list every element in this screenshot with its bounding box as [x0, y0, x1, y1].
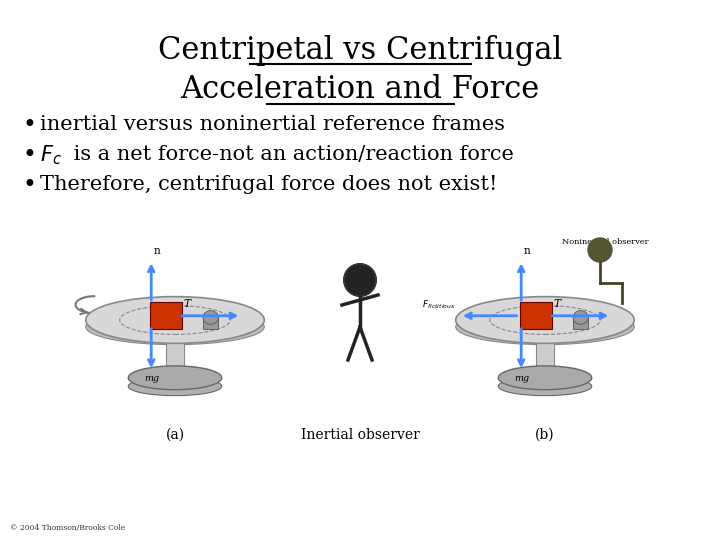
- Text: Therefore, centrifugal force does not exist!: Therefore, centrifugal force does not ex…: [40, 176, 498, 194]
- Ellipse shape: [498, 366, 592, 390]
- Text: is a net force-not an action/reaction force: is a net force-not an action/reaction fo…: [67, 145, 514, 165]
- Ellipse shape: [86, 296, 264, 343]
- Text: mg: mg: [514, 374, 529, 383]
- Ellipse shape: [498, 377, 592, 396]
- Text: inertial versus noninertial reference frames: inertial versus noninertial reference fr…: [40, 116, 505, 134]
- Text: •: •: [22, 173, 36, 197]
- Text: (b): (b): [535, 428, 555, 442]
- FancyBboxPatch shape: [166, 327, 184, 378]
- FancyBboxPatch shape: [520, 302, 552, 329]
- Text: n: n: [154, 246, 161, 256]
- Text: $F_{fictitious}$: $F_{fictitious}$: [422, 298, 455, 310]
- Ellipse shape: [573, 310, 588, 324]
- Text: •: •: [22, 144, 36, 166]
- Ellipse shape: [456, 309, 634, 345]
- Ellipse shape: [456, 296, 634, 343]
- Text: n: n: [523, 246, 531, 256]
- Text: (a): (a): [166, 428, 184, 442]
- FancyBboxPatch shape: [203, 318, 218, 329]
- FancyBboxPatch shape: [573, 318, 588, 329]
- Text: $F_c$: $F_c$: [40, 143, 62, 167]
- Text: © 2004 Thomson/Brooks Cole: © 2004 Thomson/Brooks Cole: [10, 524, 125, 532]
- Circle shape: [588, 238, 612, 262]
- Text: Acceleration and Force: Acceleration and Force: [181, 75, 539, 105]
- Text: T: T: [554, 299, 561, 309]
- Ellipse shape: [128, 366, 222, 390]
- Text: •: •: [22, 113, 36, 137]
- Text: mg: mg: [145, 374, 160, 383]
- FancyBboxPatch shape: [150, 302, 181, 329]
- Text: Inertial observer: Inertial observer: [300, 428, 420, 442]
- Text: Noninertial observer: Noninertial observer: [562, 238, 649, 246]
- Ellipse shape: [86, 309, 264, 345]
- Ellipse shape: [128, 377, 222, 396]
- FancyBboxPatch shape: [536, 327, 554, 378]
- Text: T: T: [184, 299, 191, 309]
- Ellipse shape: [203, 310, 218, 324]
- Circle shape: [344, 264, 376, 296]
- Text: Centripetal vs Centrifugal: Centripetal vs Centrifugal: [158, 35, 562, 65]
